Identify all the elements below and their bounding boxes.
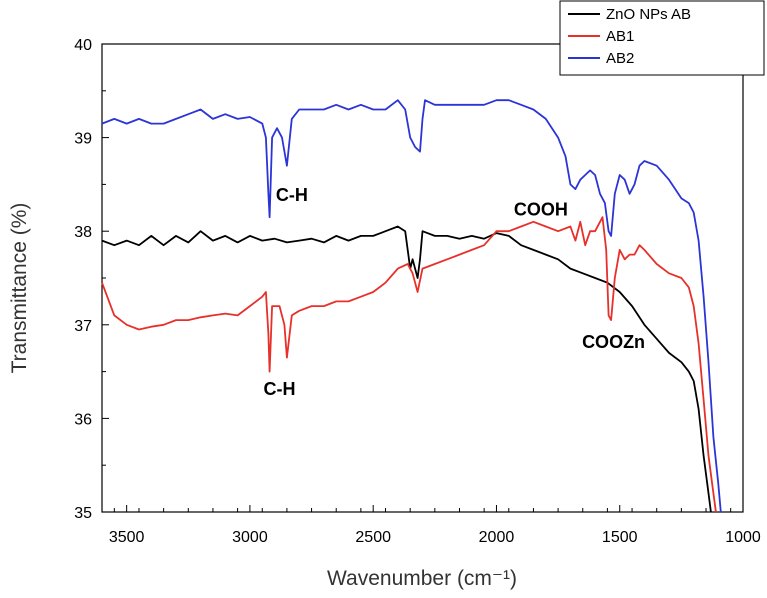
x-tick-label: 2500 (355, 529, 391, 546)
axis-ticks (102, 43, 744, 513)
series-line-3 (101, 99, 722, 513)
annotations: C-H C-H COOH COOZn (264, 185, 646, 399)
series-line-2 (101, 216, 717, 513)
y-axis-label: Transmittance (%) (8, 203, 31, 374)
y-tick-label: 35 (74, 505, 92, 522)
x-tick-label: 3000 (232, 529, 268, 546)
y-tick-label: 36 (74, 411, 92, 428)
y-tick-labels: 35 36 37 38 39 40 (74, 37, 92, 522)
y-tick-label: 40 (74, 37, 92, 54)
legend-entry: AB2 (606, 50, 634, 67)
x-tick-label: 3500 (109, 529, 145, 546)
annotation-label: COOZn (582, 332, 645, 352)
y-tick-label: 39 (74, 131, 92, 148)
x-tick-labels: 3500 3000 2500 2000 1500 1000 (109, 529, 761, 546)
series-line-1 (101, 225, 712, 513)
y-tick-label: 37 (74, 318, 92, 335)
series-lines (101, 99, 722, 513)
x-axis-label: Wavenumber (cm⁻¹) (327, 567, 517, 590)
y-tick-label: 38 (74, 224, 92, 241)
legend-entry: ZnO NPs AB (606, 6, 691, 23)
annotation-label: COOH (514, 199, 568, 219)
legend-entry: AB1 (606, 28, 634, 45)
x-tick-label: 1500 (602, 529, 638, 546)
annotation-label: C-H (276, 185, 308, 205)
x-tick-label: 2000 (479, 529, 515, 546)
x-tick-label: 1000 (725, 529, 761, 546)
legend: ZnO NPs AB AB1 AB2 (559, 0, 765, 76)
annotation-label: C-H (264, 379, 296, 399)
